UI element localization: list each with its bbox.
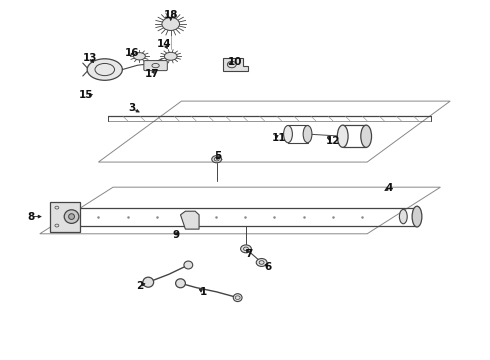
Ellipse shape xyxy=(337,125,348,147)
Text: 14: 14 xyxy=(157,39,171,49)
Text: 17: 17 xyxy=(145,69,159,79)
Text: 4: 4 xyxy=(386,183,393,193)
Text: 7: 7 xyxy=(245,248,253,258)
Text: 18: 18 xyxy=(164,10,178,20)
Ellipse shape xyxy=(212,156,221,163)
Text: 12: 12 xyxy=(326,136,340,145)
Ellipse shape xyxy=(241,245,251,253)
Text: 2: 2 xyxy=(136,281,144,291)
Text: 5: 5 xyxy=(215,150,222,161)
Polygon shape xyxy=(180,211,199,229)
Ellipse shape xyxy=(134,53,146,60)
Text: 15: 15 xyxy=(79,90,94,100)
Ellipse shape xyxy=(303,126,312,143)
Ellipse shape xyxy=(87,59,122,80)
Ellipse shape xyxy=(412,206,422,227)
Ellipse shape xyxy=(164,52,177,60)
Ellipse shape xyxy=(162,18,179,31)
Text: 10: 10 xyxy=(228,57,243,67)
Ellipse shape xyxy=(64,210,79,224)
Ellipse shape xyxy=(175,279,185,288)
Ellipse shape xyxy=(361,125,371,147)
Text: 9: 9 xyxy=(172,230,179,239)
Ellipse shape xyxy=(256,258,267,266)
Ellipse shape xyxy=(143,277,154,287)
Ellipse shape xyxy=(284,126,293,143)
Ellipse shape xyxy=(69,214,74,220)
Ellipse shape xyxy=(399,210,407,224)
Text: 16: 16 xyxy=(124,48,139,58)
Text: 6: 6 xyxy=(265,262,272,272)
Polygon shape xyxy=(49,202,80,231)
Text: 11: 11 xyxy=(272,133,287,143)
FancyBboxPatch shape xyxy=(144,60,167,71)
Ellipse shape xyxy=(184,261,193,269)
Polygon shape xyxy=(223,58,248,71)
Ellipse shape xyxy=(233,294,242,302)
Text: 1: 1 xyxy=(200,287,207,297)
Text: 13: 13 xyxy=(82,53,97,63)
Text: 3: 3 xyxy=(128,103,135,113)
Text: 8: 8 xyxy=(27,212,35,221)
